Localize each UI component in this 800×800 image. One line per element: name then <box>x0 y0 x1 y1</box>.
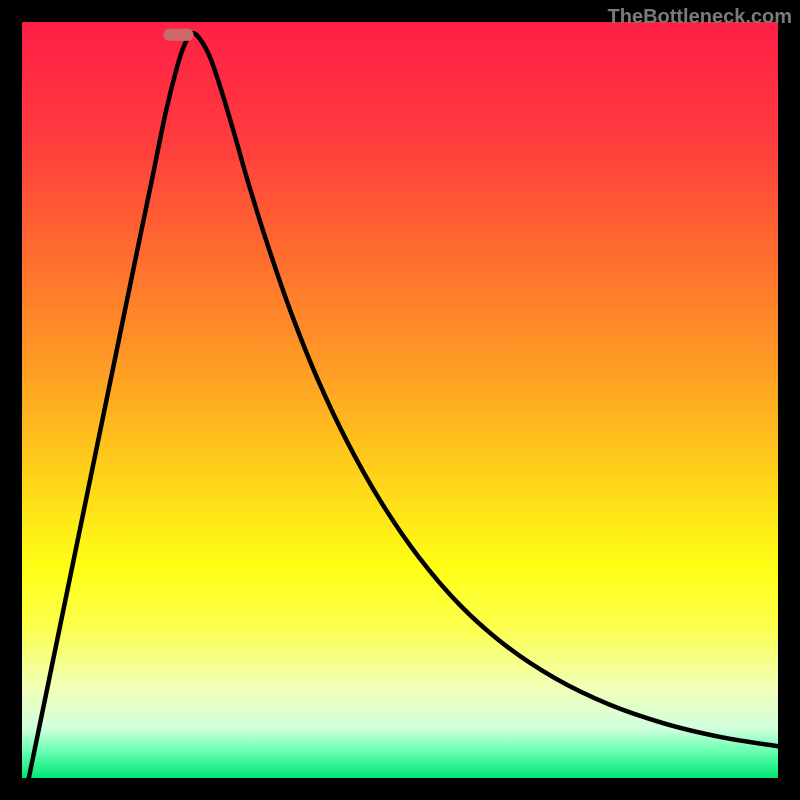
gradient-background <box>22 22 778 778</box>
chart-svg <box>0 0 800 800</box>
optimum-marker <box>163 29 193 41</box>
chart-container: TheBottleneck.com <box>0 0 800 800</box>
